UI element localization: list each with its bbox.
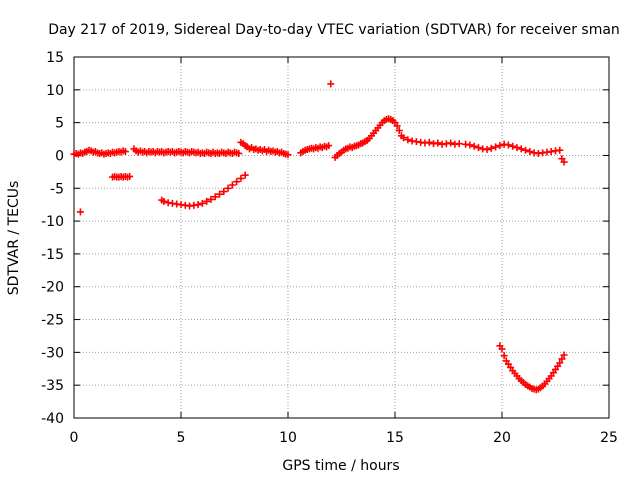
plot-border xyxy=(73,56,610,419)
chart-title: Day 217 of 2019, Sidereal Day-to-day VTE… xyxy=(48,22,620,38)
data-point xyxy=(224,184,232,192)
data-point xyxy=(207,195,215,203)
data-point xyxy=(76,208,84,216)
y-tick-label: -10 xyxy=(41,214,64,230)
data-point xyxy=(498,345,506,353)
data-point xyxy=(211,193,219,201)
y-tick-label: -35 xyxy=(41,378,64,394)
data-points xyxy=(70,80,568,394)
data-point xyxy=(560,351,568,359)
y-tick-label: 0 xyxy=(55,148,64,164)
data-point xyxy=(425,138,433,146)
data-point xyxy=(220,188,228,196)
y-tick-label: -25 xyxy=(41,313,64,329)
y-tick-label: -20 xyxy=(41,280,64,296)
x-axis-label: GPS time / hours xyxy=(282,458,399,474)
x-tick-label: 15 xyxy=(386,430,404,446)
data-point xyxy=(233,178,241,186)
data-point xyxy=(526,148,534,156)
data-point xyxy=(203,197,211,205)
data-point xyxy=(556,359,564,367)
y-tick-label: -40 xyxy=(41,411,64,427)
y-tick-label: 10 xyxy=(46,83,64,99)
data-point xyxy=(560,158,568,166)
data-point xyxy=(404,136,412,144)
data-point xyxy=(160,197,168,205)
data-point xyxy=(237,174,245,182)
y-tick-label: 15 xyxy=(46,50,64,66)
y-axis-label: SDTVAR / TECUs xyxy=(6,181,22,296)
y-tick-label: 5 xyxy=(55,116,64,132)
data-point xyxy=(235,149,243,157)
data-point xyxy=(517,145,525,153)
data-point xyxy=(513,144,521,152)
axis-ticks: 0 5 10 15 20 25 15 10 5 0 -5 -10 -15 -20 -25 -30 -35 -40 xyxy=(41,50,618,446)
data-point xyxy=(284,151,292,159)
data-point xyxy=(522,146,530,154)
data-point xyxy=(327,80,335,88)
x-tick-label: 25 xyxy=(600,430,618,446)
y-tick-label: -15 xyxy=(41,247,64,263)
data-point xyxy=(474,144,482,152)
data-point xyxy=(483,146,491,154)
data-point xyxy=(455,140,463,148)
data-point xyxy=(509,142,517,150)
x-tick-label: 10 xyxy=(279,430,297,446)
data-point xyxy=(395,127,403,135)
data-point xyxy=(496,142,504,150)
data-point xyxy=(447,139,455,147)
data-point xyxy=(504,141,512,149)
data-point xyxy=(558,355,566,363)
data-point xyxy=(241,171,249,179)
data-point xyxy=(470,142,478,150)
data-point xyxy=(556,146,564,154)
x-tick-label: 0 xyxy=(70,430,79,446)
data-point xyxy=(198,199,206,207)
data-point xyxy=(228,181,236,189)
data-point xyxy=(500,352,508,360)
data-point xyxy=(325,142,333,150)
data-point xyxy=(400,134,408,142)
data-point xyxy=(126,172,134,180)
y-tick-label: -30 xyxy=(41,345,64,361)
data-point xyxy=(434,139,442,147)
y-tick-label: -5 xyxy=(50,181,64,197)
data-point xyxy=(487,144,495,152)
data-point xyxy=(121,148,129,156)
data-point xyxy=(393,122,401,130)
data-point xyxy=(466,141,474,149)
data-point xyxy=(216,190,224,198)
grid xyxy=(74,57,609,418)
x-tick-label: 20 xyxy=(493,430,511,446)
x-tick-label: 5 xyxy=(177,430,186,446)
data-point xyxy=(194,201,202,209)
data-point xyxy=(492,143,500,151)
